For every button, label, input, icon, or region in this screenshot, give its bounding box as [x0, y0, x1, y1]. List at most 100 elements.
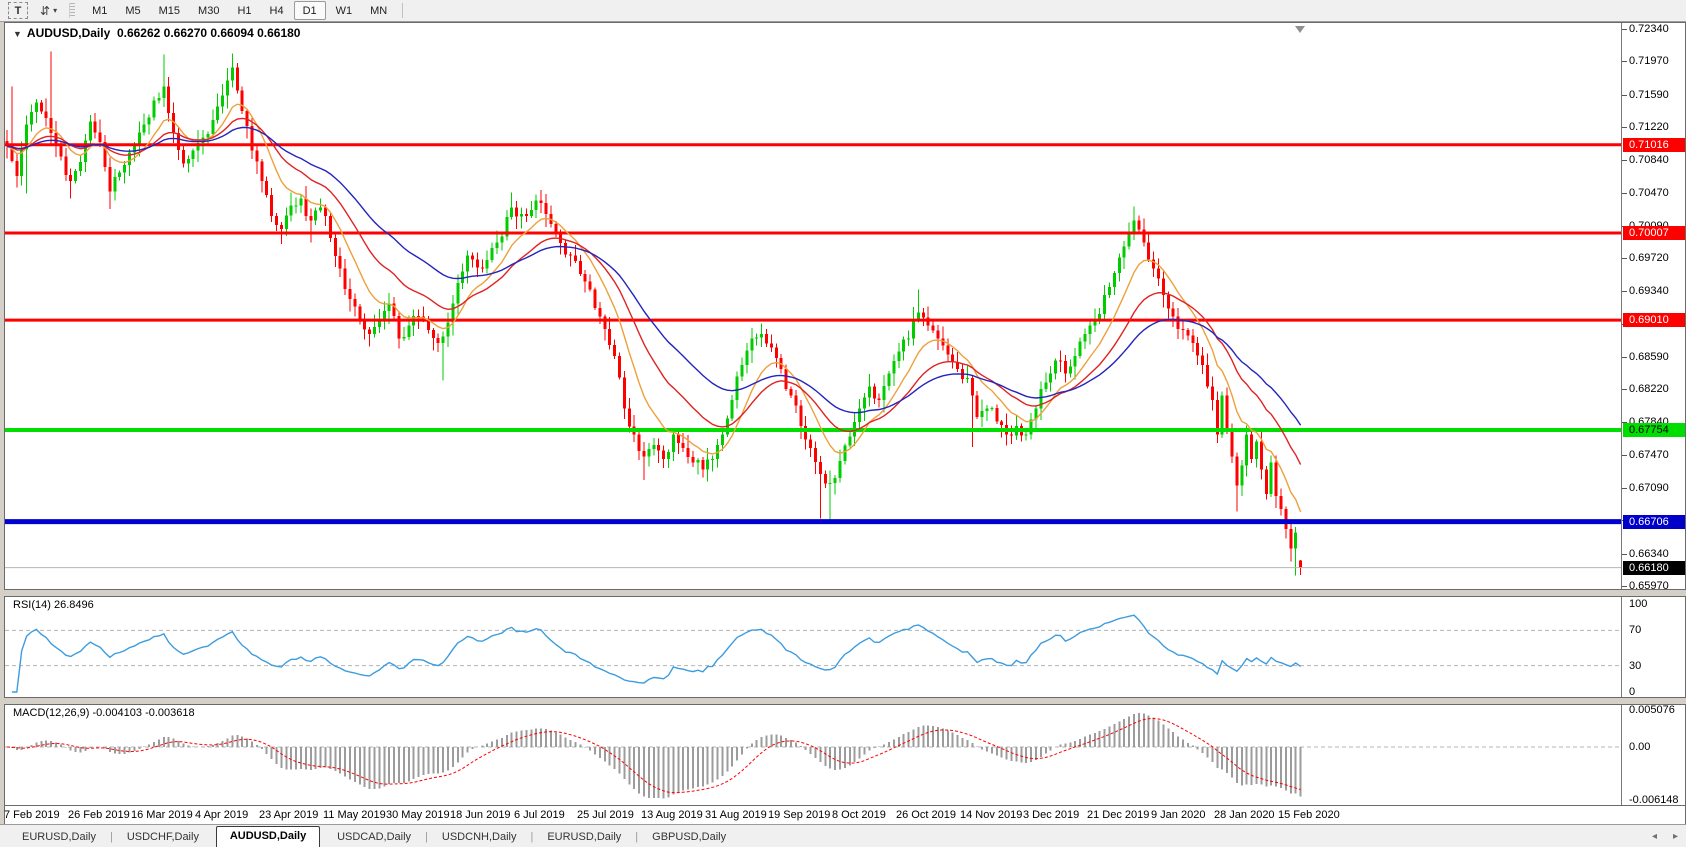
date-axis-label: 3 Dec 2019 — [1023, 809, 1080, 821]
price-axis-tick — [1622, 61, 1627, 62]
chart-tab-bar: EURUSD,Daily | USDCHF,Daily | AUDUSD,Daily | U… — [0, 824, 1686, 847]
candles — [5, 51, 1303, 576]
price-axis-tick — [1622, 258, 1627, 259]
macd-axis-label: -0.006148 — [1629, 794, 1679, 806]
price-axis-tick — [1622, 95, 1627, 96]
tab-scroll-left-icon[interactable]: ◂ — [1651, 830, 1657, 842]
price-axis-tick — [1622, 291, 1627, 292]
text-tool-icon[interactable]: T — [8, 2, 28, 19]
timeframe-button-m5[interactable]: M5 — [125, 4, 141, 17]
price-axis-tick — [1622, 455, 1627, 456]
horizontal-lines[interactable] — [5, 143, 1621, 525]
symbol-dropdown-icon[interactable]: ▼ — [13, 29, 22, 39]
price-axis-label: 0.68590 — [1629, 351, 1669, 363]
rsi-label: RSI(14) 26.8496 — [13, 599, 94, 611]
timeframe-button-h1[interactable]: H1 — [237, 4, 252, 17]
date-axis-label: 15 Feb 2020 — [1278, 809, 1340, 821]
price-axis-label: 0.67470 — [1629, 449, 1669, 461]
price-chart-canvas[interactable] — [5, 23, 1685, 589]
date-axis-label: 31 Aug 2019 — [705, 809, 767, 821]
tab-scroll-arrows: ◂ ▸ — [1644, 825, 1686, 847]
timeframe-button-h4[interactable]: H4 — [269, 4, 284, 17]
tab-separator: | — [530, 831, 534, 843]
price-chart-panel: ▼ AUDUSD,Daily 0.66262 0.66270 0.66094 0.… — [4, 22, 1686, 592]
tab-scroll-right-icon[interactable]: ▸ — [1672, 830, 1678, 842]
chart-tabs: EURUSD,Daily | USDCHF,Daily | AUDUSD,Daily | U… — [8, 826, 740, 847]
ma-fast — [6, 103, 1302, 513]
price-axis-tick — [1622, 127, 1627, 128]
price-axis-label: 0.72340 — [1629, 23, 1669, 35]
date-axis-label: 6 Jul 2019 — [514, 809, 565, 821]
line-price-label: 0.71016 — [1623, 138, 1685, 152]
date-axis-label: 13 Aug 2019 — [641, 809, 703, 821]
price-axis-label: 0.71590 — [1629, 89, 1669, 101]
macd-canvas[interactable] — [5, 705, 1685, 805]
price-axis[interactable]: 0.72340 0.71970 0.71590 0.71220 0.70840 0.704… — [1621, 23, 1686, 592]
date-axis-label: 21 Dec 2019 — [1087, 809, 1150, 821]
macd-signal-line — [6, 717, 1301, 794]
macd-axis[interactable]: 0.005076 0.00 -0.006148 — [1621, 704, 1686, 806]
toolbar-grip[interactable] — [69, 3, 76, 18]
chart-shift-marker-icon[interactable] — [1295, 26, 1305, 33]
price-axis-tick — [1622, 357, 1627, 358]
chart-ohlc-values: 0.66262 0.66270 0.66094 0.66180 — [116, 26, 301, 40]
chart-tab-6[interactable]: GBPUSD,Daily — [652, 831, 727, 843]
timeframe-button-m1[interactable]: M1 — [92, 4, 108, 17]
rsi-canvas[interactable] — [5, 597, 1685, 697]
price-axis-tick — [1622, 586, 1627, 587]
chart-tab-5[interactable]: EURUSD,Daily — [547, 831, 622, 843]
date-axis-label: 9 Jan 2020 — [1151, 809, 1206, 821]
arrange-tool-icon[interactable]: ⇵ — [40, 3, 51, 18]
macd-label: MACD(12,26,9) -0.004103 -0.003618 — [13, 707, 195, 719]
price-axis-label: 0.70470 — [1629, 187, 1669, 199]
line-price-label: 0.67754 — [1623, 423, 1685, 437]
line-price-label: 0.66706 — [1623, 515, 1685, 529]
timeframe-button-m30[interactable]: M30 — [198, 4, 220, 17]
date-axis-label: 19 Sep 2019 — [768, 809, 831, 821]
chart-ohlc — [110, 26, 117, 40]
chart-title: ▼ AUDUSD,Daily 0.66262 0.66270 0.66094 0.… — [13, 26, 300, 40]
date-axis[interactable]: 7 Feb 2019 26 Feb 2019 16 Mar 2019 4 Apr 20… — [4, 806, 1686, 824]
macd-histogram — [10, 712, 1302, 799]
price-axis-tick — [1622, 389, 1627, 390]
price-axis-tick — [1622, 554, 1627, 555]
date-axis-label: 4 Apr 2019 — [195, 809, 249, 821]
tab-separator: | — [109, 831, 113, 843]
date-axis-label: 28 Jan 2020 — [1214, 809, 1275, 821]
chart-tab-3[interactable]: USDCAD,Daily — [337, 831, 412, 843]
timeframe-button-m15[interactable]: M15 — [158, 4, 181, 17]
chart-tab-0[interactable]: EURUSD,Daily — [22, 831, 96, 843]
chart-tab-4[interactable]: USDCNH,Daily — [441, 831, 517, 843]
date-axis-label: 26 Oct 2019 — [896, 809, 956, 821]
price-axis-tick — [1622, 160, 1627, 161]
chart-symbol: AUDUSD,Daily — [26, 26, 111, 40]
tab-separator: | — [425, 831, 428, 843]
date-axis-label: 25 Jul 2019 — [577, 809, 634, 821]
timeframe-button-d1[interactable]: D1 — [293, 1, 326, 20]
timeframe-button-mn[interactable]: MN — [370, 4, 388, 17]
ma-slow — [6, 126, 1302, 426]
timeframe-buttons: M1 M5 M15 M30 H1 H4 D1 W1 MN — [83, 1, 396, 20]
price-axis-label: 0.68220 — [1629, 383, 1669, 395]
chart-tab-1[interactable]: USDCHF,Daily — [126, 831, 199, 843]
price-axis-tick — [1622, 488, 1627, 489]
line-price-label: 0.69010 — [1623, 313, 1685, 327]
macd-axis-label: 0.00 — [1629, 741, 1651, 753]
chart-tab-2[interactable]: AUDUSD,Daily — [215, 826, 321, 847]
date-axis-label: 7 Feb 2019 — [4, 809, 60, 821]
price-axis-tick — [1622, 29, 1627, 30]
date-axis-label: 26 Feb 2019 — [68, 809, 130, 821]
date-axis-label: 16 Mar 2019 — [131, 809, 193, 821]
bid-price-label: 0.66180 — [1623, 561, 1685, 575]
date-axis-label: 30 May 2019 — [386, 809, 450, 821]
rsi-axis-label: 0 — [1629, 686, 1636, 698]
date-axis-label: 8 Oct 2019 — [832, 809, 886, 821]
price-axis-label: 0.70840 — [1629, 154, 1669, 166]
arrange-tool-caret-icon[interactable]: ▾ — [53, 6, 58, 15]
toolbar: T ⇵ ▾ M1 M5 M15 M30 H1 H4 D1 W1 MN — [0, 0, 1686, 22]
timeframe-button-w1[interactable]: W1 — [335, 4, 353, 17]
ma-mid — [6, 117, 1302, 465]
rsi-axis-label: 30 — [1629, 660, 1642, 672]
rsi-axis[interactable]: 100 70 30 0 — [1621, 597, 1686, 698]
